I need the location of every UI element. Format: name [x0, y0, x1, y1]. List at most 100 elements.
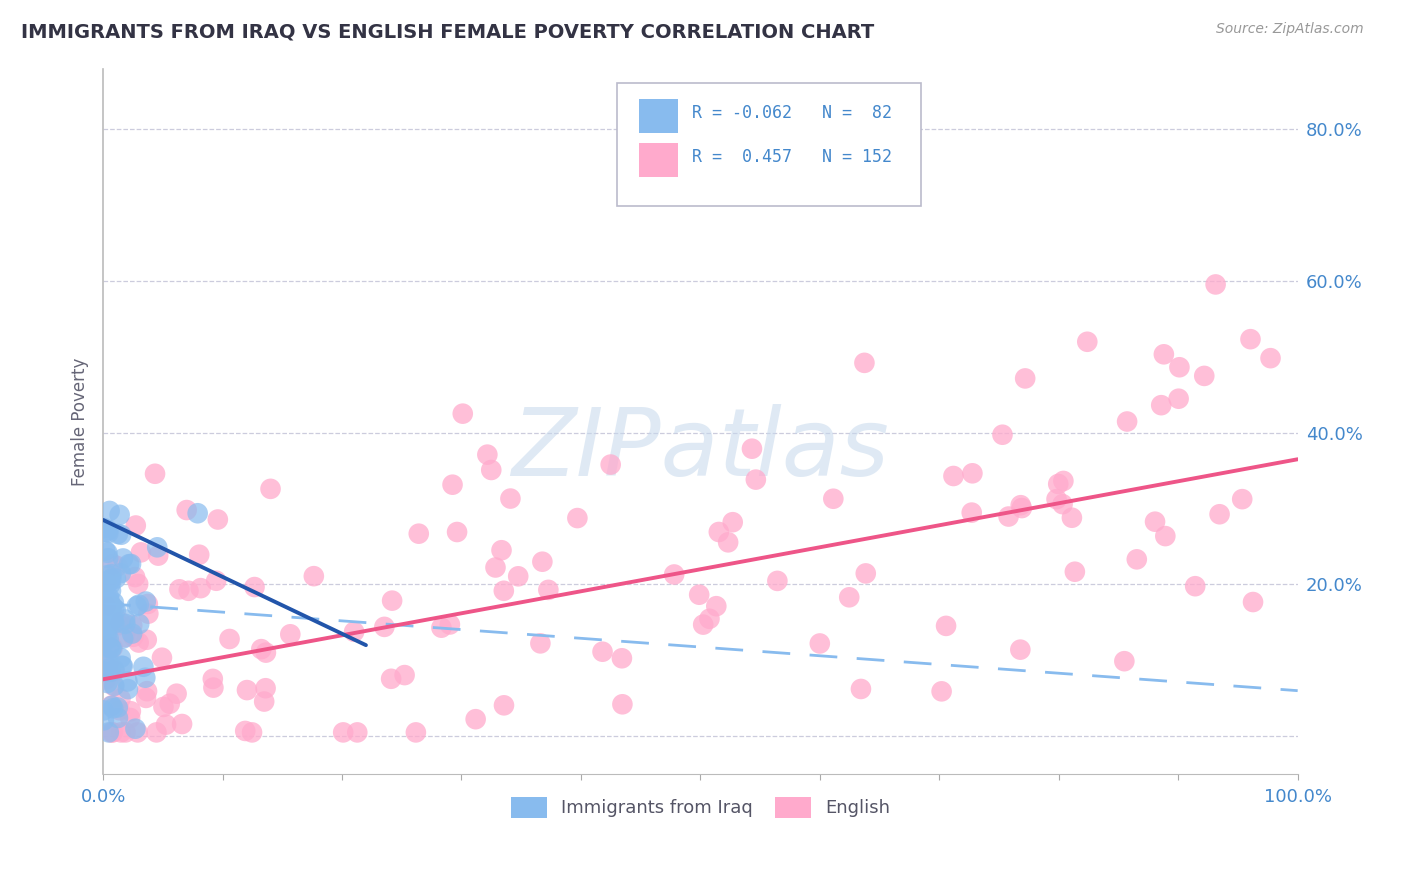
Point	[112, 551, 135, 566]
Point	[94, 599, 117, 613]
Point	[931, 684, 953, 698]
Point	[166, 687, 188, 701]
Point	[97, 525, 120, 540]
Point	[849, 681, 872, 696]
Point	[567, 511, 589, 525]
Point	[122, 630, 145, 644]
Point	[112, 632, 135, 646]
Point	[1232, 492, 1254, 507]
Point	[1076, 334, 1098, 349]
Point	[121, 618, 143, 632]
Point	[855, 566, 877, 581]
Point	[838, 591, 860, 605]
Point	[107, 711, 129, 725]
Point	[1239, 332, 1261, 346]
Point	[343, 624, 366, 639]
Point	[169, 582, 191, 597]
Point	[117, 682, 139, 697]
Point	[205, 574, 228, 588]
Point	[100, 567, 122, 582]
Point	[1168, 360, 1191, 375]
Point	[93, 635, 115, 649]
Point	[107, 559, 129, 574]
Point	[128, 635, 150, 649]
Point	[253, 694, 276, 708]
Point	[991, 427, 1014, 442]
Point	[1060, 510, 1083, 524]
Point	[1144, 515, 1167, 529]
Point	[110, 527, 132, 541]
FancyBboxPatch shape	[617, 83, 921, 206]
Point	[592, 645, 614, 659]
Point	[254, 681, 277, 696]
Point	[97, 523, 120, 537]
Point	[146, 541, 169, 555]
Point	[114, 612, 136, 626]
Point	[98, 637, 121, 651]
Point	[717, 535, 740, 549]
Point	[110, 566, 132, 581]
Point	[997, 509, 1019, 524]
Point	[853, 356, 876, 370]
Point	[103, 663, 125, 677]
Text: IMMIGRANTS FROM IRAQ VS ENGLISH FEMALE POVERTY CORRELATION CHART: IMMIGRANTS FROM IRAQ VS ENGLISH FEMALE P…	[21, 22, 875, 41]
Point	[143, 467, 166, 481]
Point	[1063, 565, 1085, 579]
Point	[100, 572, 122, 586]
Point	[93, 665, 115, 679]
Point	[124, 722, 146, 736]
Point	[612, 698, 634, 712]
Point	[98, 641, 121, 656]
Point	[405, 725, 427, 739]
Point	[1126, 552, 1149, 566]
Point	[103, 601, 125, 615]
Point	[145, 725, 167, 739]
Y-axis label: Female Poverty: Female Poverty	[72, 357, 89, 485]
Point	[103, 679, 125, 693]
Point	[1114, 654, 1136, 668]
Point	[94, 667, 117, 681]
Point	[96, 546, 118, 560]
Point	[96, 628, 118, 642]
Point	[97, 590, 120, 604]
Point	[110, 725, 132, 739]
Point	[94, 613, 117, 627]
Point	[707, 524, 730, 539]
Point	[111, 658, 134, 673]
Point	[464, 712, 486, 726]
Point	[664, 567, 686, 582]
Point	[1208, 508, 1230, 522]
Point	[120, 557, 142, 571]
Point	[110, 691, 132, 706]
Point	[1184, 579, 1206, 593]
Point	[110, 651, 132, 665]
Point	[243, 580, 266, 594]
Point	[127, 725, 149, 739]
Point	[962, 467, 984, 481]
Point	[380, 672, 402, 686]
Point	[97, 576, 120, 591]
Point	[479, 463, 502, 477]
Point	[484, 560, 506, 574]
Point	[97, 551, 120, 566]
Point	[108, 618, 131, 632]
Point	[202, 681, 225, 695]
Text: R = -0.062   N =  82: R = -0.062 N = 82	[692, 104, 891, 122]
Point	[201, 672, 224, 686]
Point	[103, 679, 125, 693]
Point	[97, 619, 120, 633]
Point	[537, 582, 560, 597]
Point	[446, 524, 468, 539]
Point	[1010, 498, 1032, 512]
Point	[98, 595, 121, 609]
Point	[1116, 415, 1139, 429]
Point	[110, 615, 132, 629]
Point	[94, 543, 117, 558]
Point	[101, 640, 124, 655]
Point	[114, 616, 136, 631]
Point	[499, 491, 522, 506]
Point	[135, 632, 157, 647]
Point	[100, 602, 122, 616]
Point	[103, 596, 125, 610]
Point	[101, 557, 124, 571]
